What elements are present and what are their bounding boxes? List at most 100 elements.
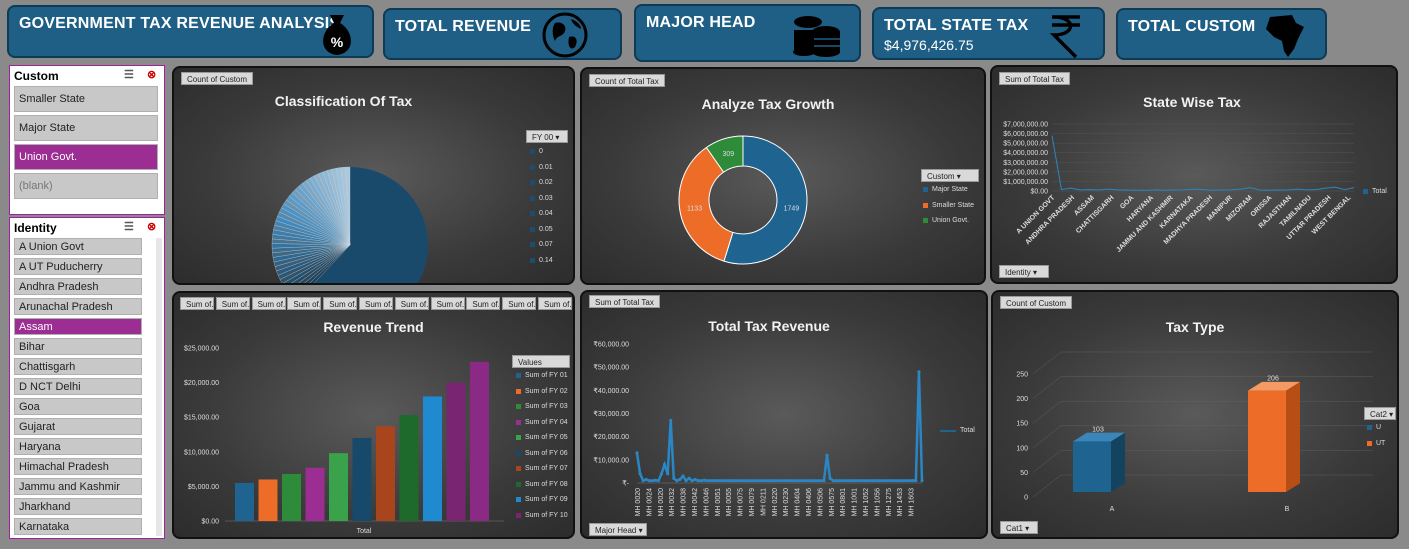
title-card: GOVERNMENT TAX REVENUE ANALYSIS % bbox=[7, 5, 374, 58]
sum-of-field-button[interactable]: Sum of... bbox=[466, 297, 501, 310]
x-tick-label: MH 1001 bbox=[852, 488, 859, 517]
state-wise-line-chart: $7,000,000.00 $6,000,000.00 $5,000,000.00 $… bbox=[1003, 122, 1355, 254]
slicer-item[interactable]: Union Govt. bbox=[14, 144, 158, 170]
fy00-filter-button[interactable]: FY 00 ▾ bbox=[526, 130, 568, 143]
slicer-item[interactable]: Jharkhand bbox=[14, 498, 142, 515]
sum-of-field-button[interactable]: Sum of... bbox=[502, 297, 537, 310]
tax-type-data-label: 103 bbox=[1092, 426, 1104, 433]
major-head-filter-button[interactable]: Major Head ▾ bbox=[589, 523, 647, 536]
x-tick-label: MH 0020 bbox=[658, 488, 665, 517]
slicer-item[interactable]: Gujarat bbox=[14, 418, 142, 435]
slicer-item[interactable]: (blank) bbox=[14, 173, 158, 199]
slicer-item[interactable]: Arunachal Pradesh bbox=[14, 298, 142, 315]
sum-of-field-button[interactable]: Sum of... bbox=[394, 297, 429, 310]
line-marker bbox=[856, 479, 860, 483]
legend-label: 0.14 bbox=[539, 256, 553, 264]
y-tick-label: $3,000,000.00 bbox=[1003, 160, 1048, 167]
sum-of-total-tax-button[interactable]: Sum of Total Tax bbox=[589, 295, 660, 308]
x-tick-label: GOA bbox=[1119, 194, 1135, 210]
legend-label: Sum of FY 02 bbox=[525, 387, 568, 395]
count-of-total-tax-button[interactable]: Count of Total Tax bbox=[589, 74, 665, 87]
slicer-item[interactable]: D NCT Delhi bbox=[14, 378, 142, 395]
sum-of-total-tax-button[interactable]: Sum of Total Tax bbox=[999, 72, 1070, 85]
sum-of-field-button[interactable]: Sum of... bbox=[359, 297, 393, 310]
legend-swatch bbox=[516, 497, 521, 503]
line-marker bbox=[880, 479, 884, 483]
revenue-bar bbox=[305, 467, 325, 521]
x-tick-label: MH 1275 bbox=[886, 488, 893, 517]
custom-slicer-title: Custom bbox=[14, 69, 59, 83]
line-marker bbox=[865, 479, 869, 483]
slicer-item[interactable]: Bihar bbox=[14, 338, 142, 355]
slicer-item[interactable]: A UT Puducherry bbox=[14, 258, 142, 275]
x-tick-label: MH 1603 bbox=[909, 488, 916, 517]
slicer-item[interactable]: Major State bbox=[14, 115, 158, 141]
slicer-scrollbar[interactable] bbox=[156, 238, 162, 536]
clear-filter-icon[interactable]: ⊗ bbox=[147, 221, 157, 233]
custom-slicer[interactable]: Custom ☰ ⊗ Smaller State Major State Union… bbox=[9, 65, 165, 215]
identity-filter-button[interactable]: Identity ▾ bbox=[999, 265, 1049, 278]
slicer-item[interactable]: Chattisgarh bbox=[14, 358, 142, 375]
count-of-custom-button[interactable]: Count of Custom bbox=[1000, 296, 1073, 309]
money-bag-icon: % bbox=[323, 15, 351, 55]
slicer-item[interactable]: Goa bbox=[14, 398, 142, 415]
cat2-filter-button[interactable]: Cat2 ▾ bbox=[1364, 407, 1396, 420]
slicer-item[interactable]: Andhra Pradesh bbox=[14, 278, 142, 295]
line-marker bbox=[920, 479, 924, 483]
revenue-bar bbox=[470, 361, 489, 521]
y-tick-label: $0.00 bbox=[1030, 189, 1048, 196]
line-marker bbox=[917, 370, 921, 374]
count-of-custom-button[interactable]: Count of Custom bbox=[181, 72, 254, 85]
total-revenue-label: TOTAL REVENUE bbox=[395, 18, 531, 35]
slicer-item[interactable]: Smaller State bbox=[14, 86, 158, 112]
major-head-card: MAJOR HEAD bbox=[634, 4, 861, 62]
legend-label: Sum of FY 04 bbox=[525, 418, 568, 426]
slicer-item[interactable]: Himachal Pradesh bbox=[14, 458, 142, 475]
identity-slicer[interactable]: Identity ☰ ⊗ A Union Govt A UT Puducherry… bbox=[9, 217, 165, 539]
sum-of-field-button[interactable]: Sum of... bbox=[215, 297, 250, 310]
slicer-item[interactable]: Jammu and Kashmir bbox=[14, 478, 142, 495]
legend-label: Smaller State bbox=[932, 201, 975, 209]
line-marker bbox=[675, 479, 679, 483]
x-tick-label: MH 0042 bbox=[692, 488, 699, 517]
y-tick-label: ₹60,000.00 bbox=[593, 341, 629, 349]
line-marker bbox=[797, 479, 802, 483]
multi-select-icon[interactable]: ☰ bbox=[124, 69, 134, 81]
custom-filter-button[interactable]: Custom ▾ bbox=[921, 169, 979, 182]
line-marker bbox=[678, 477, 682, 482]
x-tick-label: MH 0055 bbox=[726, 488, 733, 517]
gridline-3d bbox=[1032, 376, 1062, 399]
slicer-item[interactable]: Karnataka bbox=[14, 518, 142, 535]
line-marker bbox=[883, 479, 887, 483]
sum-of-field-button[interactable]: Sum of... bbox=[323, 297, 358, 310]
sum-of-field-button[interactable]: Sum of... bbox=[538, 297, 572, 310]
legend-swatch bbox=[516, 435, 521, 441]
line-marker bbox=[828, 476, 832, 480]
y-tick-label: ₹50,000.00 bbox=[593, 364, 629, 372]
line-marker bbox=[843, 479, 847, 483]
line-marker bbox=[788, 479, 792, 483]
slicer-item[interactable]: A Union Govt bbox=[14, 238, 142, 255]
y-tick-label: $20,000.00 bbox=[184, 380, 219, 387]
sum-of-field-button[interactable]: Sum of... bbox=[251, 297, 286, 310]
clear-filter-icon[interactable]: ⊗ bbox=[147, 69, 157, 81]
total-state-tax-value: $4,976,426.75 bbox=[884, 37, 974, 53]
line-marker bbox=[837, 479, 841, 483]
slicer-item[interactable]: Assam bbox=[14, 318, 142, 335]
major-head-filter-label: Major Head bbox=[595, 526, 637, 535]
line-marker bbox=[742, 479, 746, 483]
line-marker bbox=[807, 479, 811, 483]
fy00-label: FY 00 bbox=[532, 133, 554, 142]
slicer-item[interactable]: Haryana bbox=[14, 438, 142, 455]
total-state-tax-label: TOTAL STATE TAX bbox=[884, 17, 1029, 34]
cat1-filter-button[interactable]: Cat1 ▾ bbox=[1000, 521, 1038, 534]
sum-of-field-button[interactable]: Sum of... bbox=[180, 297, 214, 310]
revenue-bar bbox=[329, 453, 348, 521]
legend-entry: 0.01 bbox=[530, 160, 553, 176]
sum-of-field-button[interactable]: Sum of... bbox=[287, 297, 322, 310]
line-marker bbox=[834, 479, 838, 483]
multi-select-icon[interactable]: ☰ bbox=[124, 221, 134, 233]
donut-data-label: 309 bbox=[722, 151, 734, 158]
line-marker bbox=[800, 479, 805, 483]
sum-of-field-button[interactable]: Sum of... bbox=[430, 297, 465, 310]
